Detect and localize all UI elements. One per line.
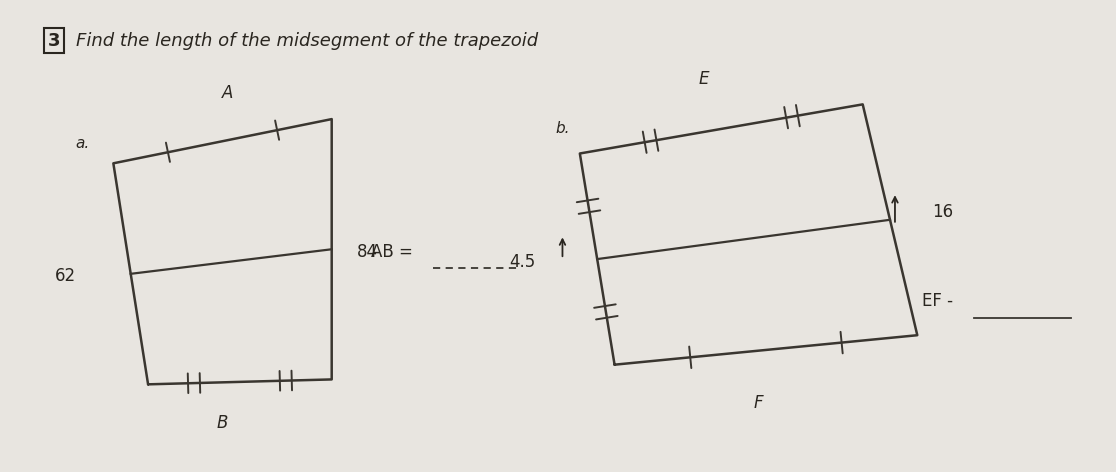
Text: AB =: AB = xyxy=(372,243,413,261)
Text: 4.5: 4.5 xyxy=(509,253,536,270)
Text: B: B xyxy=(217,414,228,432)
Text: A: A xyxy=(222,84,233,102)
Text: E: E xyxy=(699,70,709,88)
Text: 3: 3 xyxy=(48,32,60,50)
Text: 16: 16 xyxy=(932,203,953,221)
Text: a.: a. xyxy=(76,136,90,151)
Text: Find the length of the midsegment of the trapezoid: Find the length of the midsegment of the… xyxy=(76,32,538,50)
Text: EF -: EF - xyxy=(922,292,953,310)
Text: 84: 84 xyxy=(356,243,377,261)
Text: F: F xyxy=(753,394,763,412)
Text: 62: 62 xyxy=(55,267,76,285)
Text: b.: b. xyxy=(555,121,569,136)
